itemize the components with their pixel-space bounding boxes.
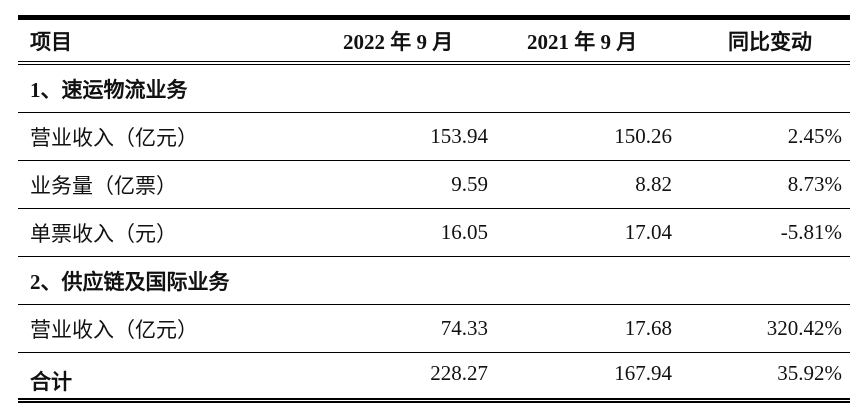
value-change: -5.81% [780,220,842,244]
section-label: 1、速运物流业务 [30,77,188,102]
value-2022: 153.94 [430,124,488,148]
value-2022: 74.33 [440,316,488,340]
value-change: 320.42% [766,316,842,340]
value-2021: 150.26 [614,124,672,148]
row-label: 单票收入（元） [30,221,177,246]
table-row: 业务量（亿票） 9.59 8.82 8.73% [18,161,850,209]
value-2022: 9.59 [451,172,488,196]
row-label: 营业收入（亿元） [30,125,198,150]
total-row: 合计 228.27 167.94 35.92% [18,353,850,403]
total-2022: 228.27 [430,361,488,385]
table-header: 项目 2022 年 9 月 2021 年 9 月 同比变动 [18,15,850,65]
total-label: 合计 [30,370,72,394]
row-label: 营业收入（亿元） [30,317,198,342]
value-2021: 8.82 [635,172,672,196]
table-row: 单票收入（元） 16.05 17.04 -5.81% [18,209,850,257]
value-change: 8.73% [787,172,842,196]
section-row: 2、供应链及国际业务 [18,257,850,305]
value-2021: 17.68 [624,316,672,340]
header-2022: 2022 年 9 月 [343,29,454,54]
row-label: 业务量（亿票） [30,173,177,198]
section-label: 2、供应链及国际业务 [30,269,230,294]
value-2021: 17.04 [624,220,672,244]
table-row: 营业收入（亿元） 74.33 17.68 320.42% [18,305,850,353]
section-row: 1、速运物流业务 [18,65,850,113]
total-2021: 167.94 [614,361,672,385]
total-change: 35.92% [777,361,842,385]
header-change: 同比变动 [728,29,812,54]
value-change: 2.45% [787,124,842,148]
data-table: 项目 2022 年 9 月 2021 年 9 月 同比变动 1、速运物流业务 营… [18,15,850,403]
table-row: 营业收入（亿元） 153.94 150.26 2.45% [18,113,850,161]
header-2021: 2021 年 9 月 [527,29,638,54]
header-item: 项目 [30,29,72,54]
value-2022: 16.05 [440,220,488,244]
